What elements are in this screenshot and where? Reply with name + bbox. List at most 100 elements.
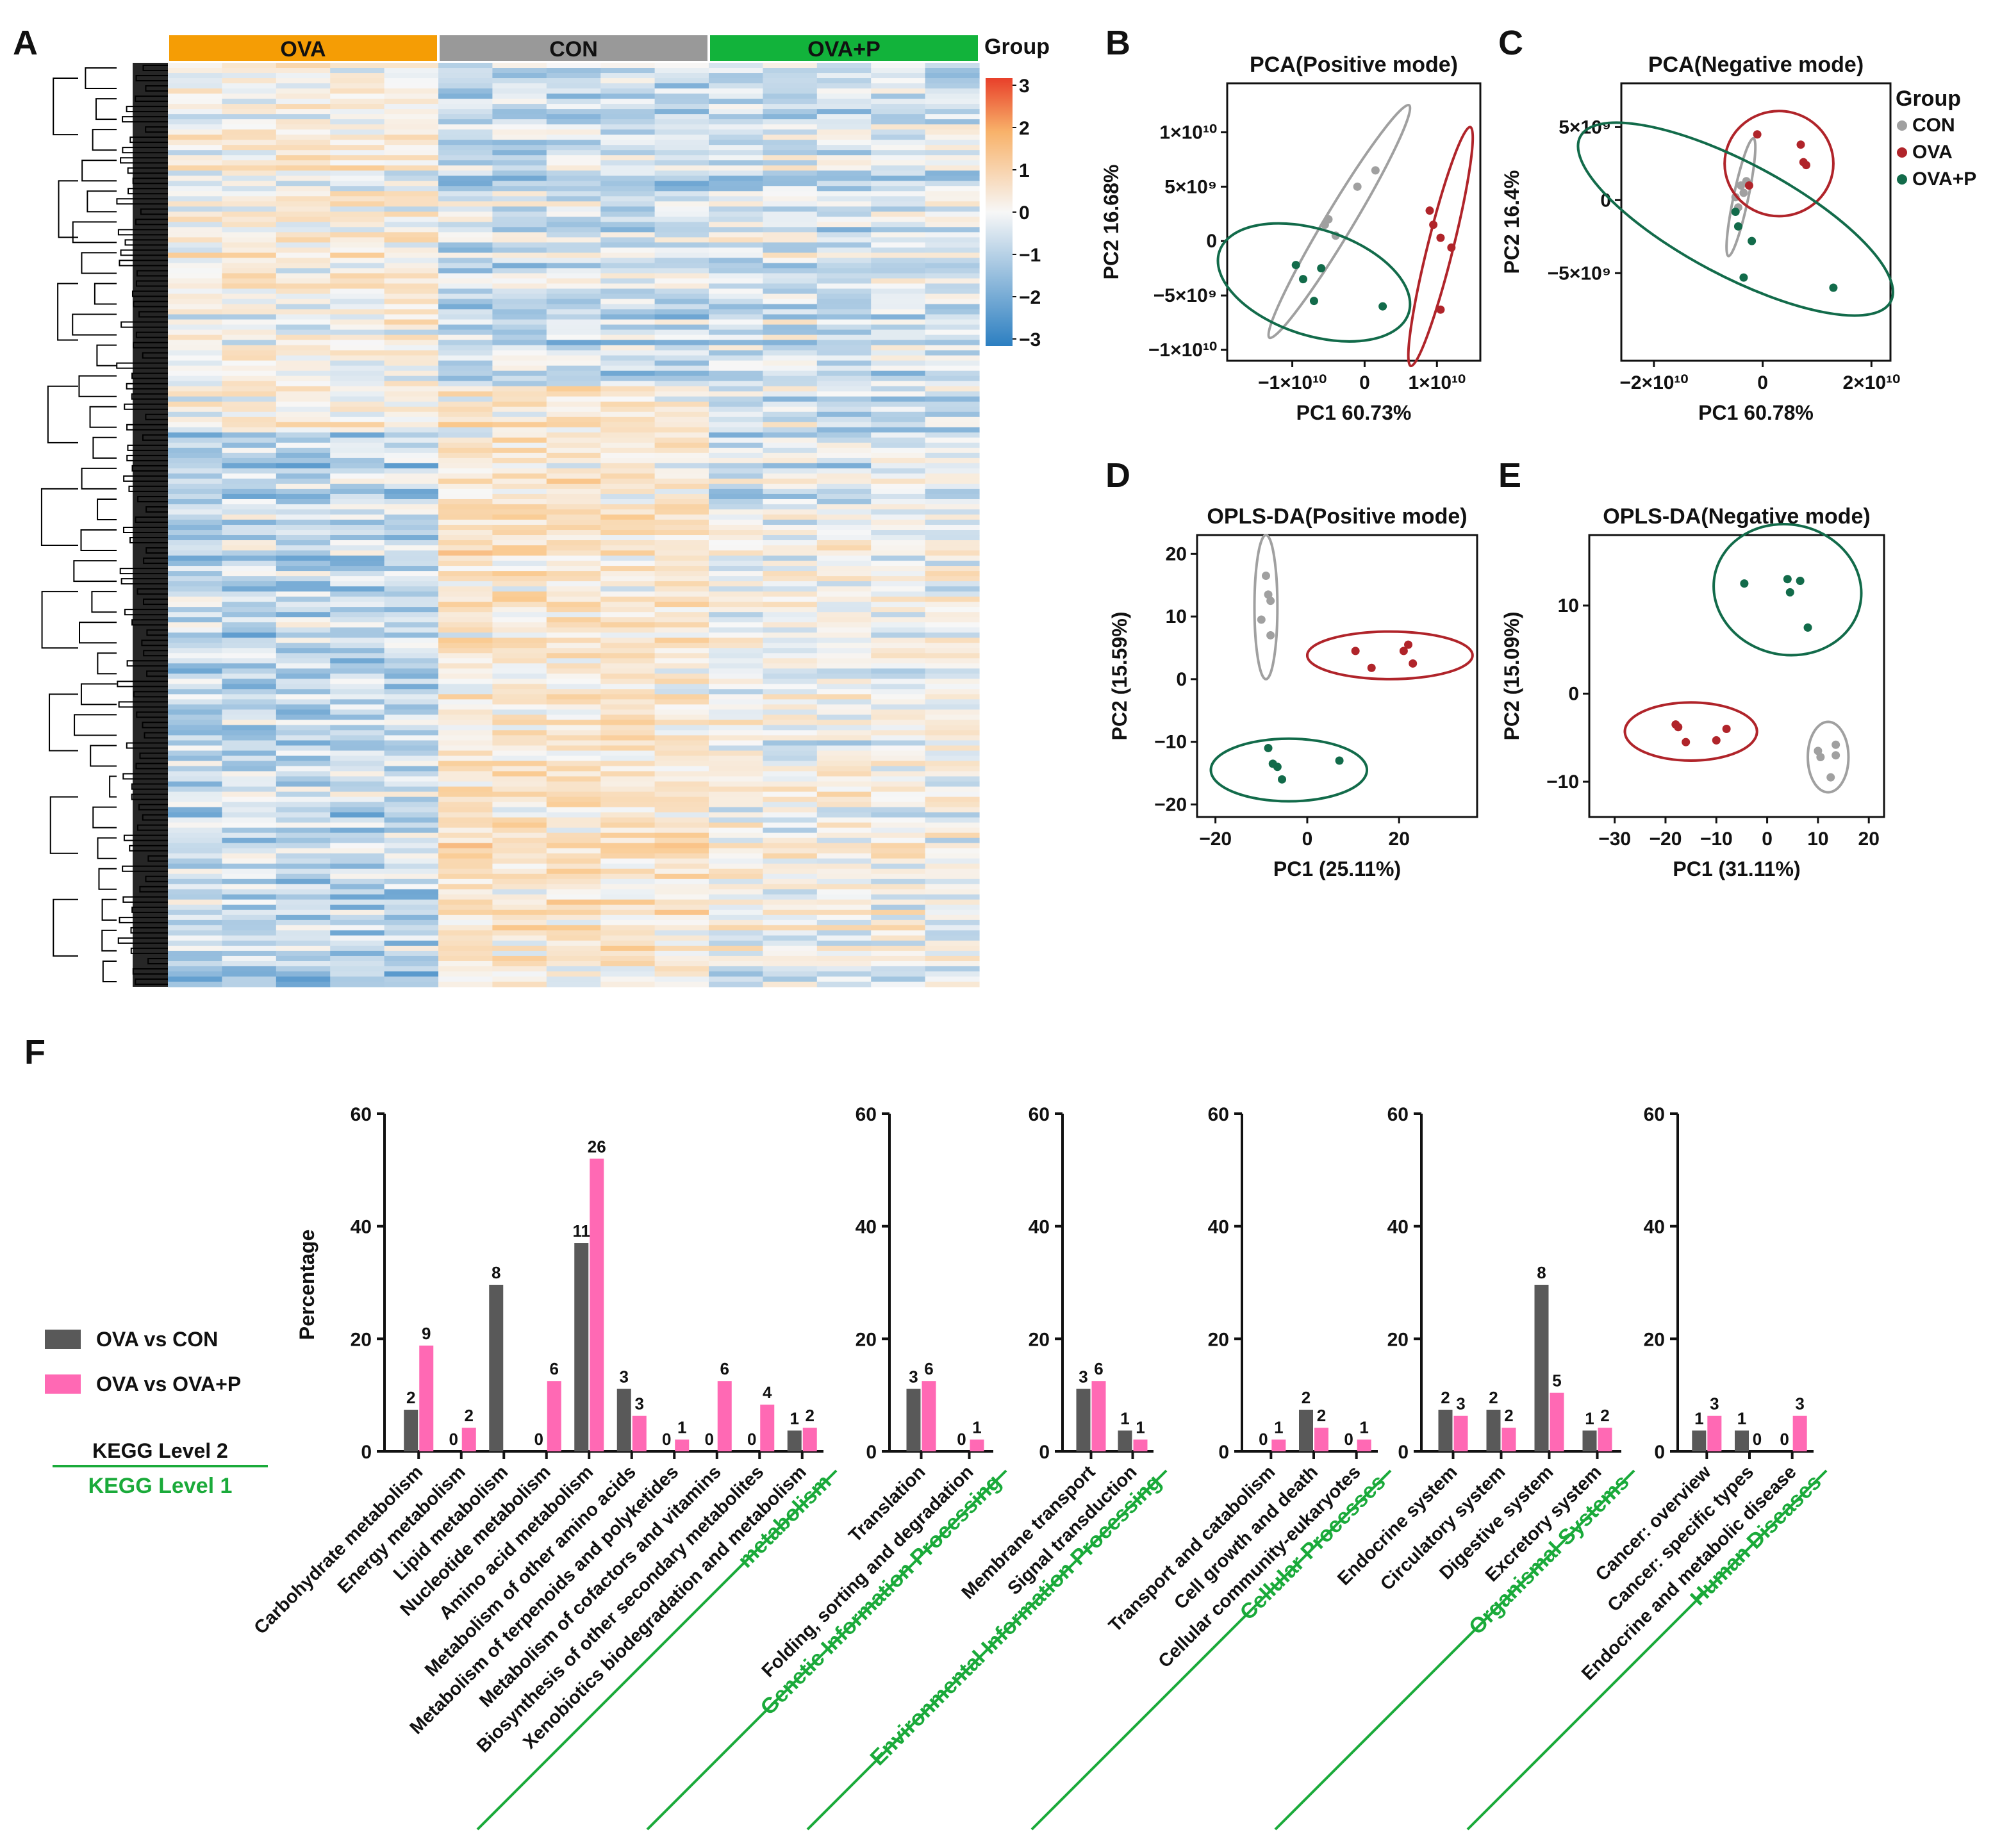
heatmap-cell <box>709 119 763 125</box>
heatmap-cell <box>168 950 222 957</box>
heatmap-cell <box>871 447 926 454</box>
heatmap-cell <box>763 571 818 577</box>
heatmap-cell <box>546 304 601 310</box>
x-tick-label: −1×10¹⁰ <box>1258 372 1327 393</box>
heatmap-cell <box>168 104 222 110</box>
heatmap-cell <box>384 452 439 459</box>
heatmap-cell <box>925 976 980 982</box>
heatmap-cell <box>763 776 818 782</box>
bar-value-label: 9 <box>422 1324 431 1343</box>
heatmap-cell <box>330 791 385 798</box>
heatmap-cell <box>816 99 872 104</box>
heatmap-cell <box>816 812 872 818</box>
heatmap-cell <box>871 571 926 577</box>
heatmap-cell <box>925 227 980 233</box>
heatmap-cell <box>168 396 222 402</box>
heatmap-cell <box>763 483 818 490</box>
heatmap-cell <box>546 483 601 490</box>
heatmap-cell <box>763 422 818 428</box>
heatmap-cell <box>168 252 222 259</box>
heatmap-cell <box>709 304 763 310</box>
heatmap-cell <box>492 591 547 597</box>
heatmap-cell <box>709 334 763 341</box>
heatmap-cell <box>276 458 331 464</box>
heatmap-cell <box>709 299 763 305</box>
point-con <box>1816 753 1825 761</box>
heatmap-cell <box>276 709 331 716</box>
heatmap-cell <box>492 981 547 987</box>
heatmap-cell <box>600 761 656 767</box>
heatmap-cell <box>330 653 385 659</box>
heatmap-cell <box>654 263 709 269</box>
heatmap-cell <box>871 725 926 731</box>
heatmap-cell <box>276 694 331 700</box>
heatmap-cell <box>925 391 980 397</box>
heatmap-cell <box>925 422 980 428</box>
heatmap-cell <box>709 345 763 351</box>
heatmap-cell <box>871 463 926 469</box>
heatmap-cell <box>222 971 277 977</box>
bar-ova-vs-con <box>1438 1410 1453 1451</box>
heatmap-cell <box>384 386 439 392</box>
heatmap-cell <box>600 622 656 628</box>
heatmap-cell <box>168 129 222 135</box>
heatmap-cell <box>384 104 439 110</box>
heatmap-cell <box>168 925 222 931</box>
heatmap-cell <box>925 458 980 464</box>
heatmap-cell <box>709 78 763 84</box>
heatmap-cell <box>384 252 439 259</box>
heatmap-cell <box>871 796 926 803</box>
heatmap-cell <box>330 227 385 233</box>
heatmap-cell <box>816 268 872 274</box>
heatmap-cell <box>222 566 277 572</box>
heatmap-cell <box>816 329 872 336</box>
heatmap-cell <box>871 899 926 905</box>
heatmap-cell <box>222 591 277 597</box>
heatmap-cell <box>276 561 331 566</box>
heatmap-cell <box>654 904 709 911</box>
heatmap-cell <box>222 925 277 931</box>
heatmap-cell <box>654 129 709 135</box>
heatmap-cell <box>222 170 277 176</box>
heatmap-cell <box>168 283 222 290</box>
heatmap-cell <box>492 375 547 382</box>
heatmap-cell <box>492 222 547 227</box>
heatmap-cell <box>763 591 818 597</box>
heatmap-cell <box>709 427 763 433</box>
heatmap-cell <box>222 981 277 987</box>
heatmap-cell <box>816 124 872 130</box>
heatmap-cell <box>168 237 222 243</box>
heatmap-cell <box>492 684 547 689</box>
heatmap-cell <box>546 458 601 464</box>
heatmap-cell <box>384 145 439 151</box>
heatmap-cell <box>222 176 277 181</box>
heatmap-cell <box>438 114 493 120</box>
heatmap-cell <box>330 781 385 788</box>
heatmap-cell <box>276 442 331 449</box>
heatmap-cell <box>438 411 493 418</box>
heatmap-cell <box>654 653 709 659</box>
heatmap-cell <box>871 406 926 413</box>
heatmap-cell <box>546 781 601 788</box>
heatmap-cell <box>492 648 547 654</box>
heatmap-cell <box>654 961 709 967</box>
heatmap-cells <box>168 63 980 987</box>
heatmap-cell <box>763 396 818 402</box>
heatmap-cell <box>222 283 277 290</box>
heatmap-cell <box>871 591 926 597</box>
heatmap-cell <box>600 129 656 135</box>
heatmap-cell <box>384 955 439 962</box>
heatmap-cell <box>384 909 439 916</box>
heatmap-cell <box>763 653 818 659</box>
heatmap-cell <box>816 981 872 987</box>
heatmap-cell <box>492 160 547 166</box>
heatmap-cell <box>600 699 656 705</box>
heatmap-cell <box>871 417 926 423</box>
heatmap-cell <box>492 114 547 120</box>
heatmap-cell <box>709 417 763 423</box>
heatmap-cell <box>438 622 493 628</box>
heatmap-cell <box>546 340 601 346</box>
heatmap-cell <box>330 386 385 392</box>
heatmap-cell <box>925 181 980 186</box>
heatmap-cell <box>600 638 656 643</box>
